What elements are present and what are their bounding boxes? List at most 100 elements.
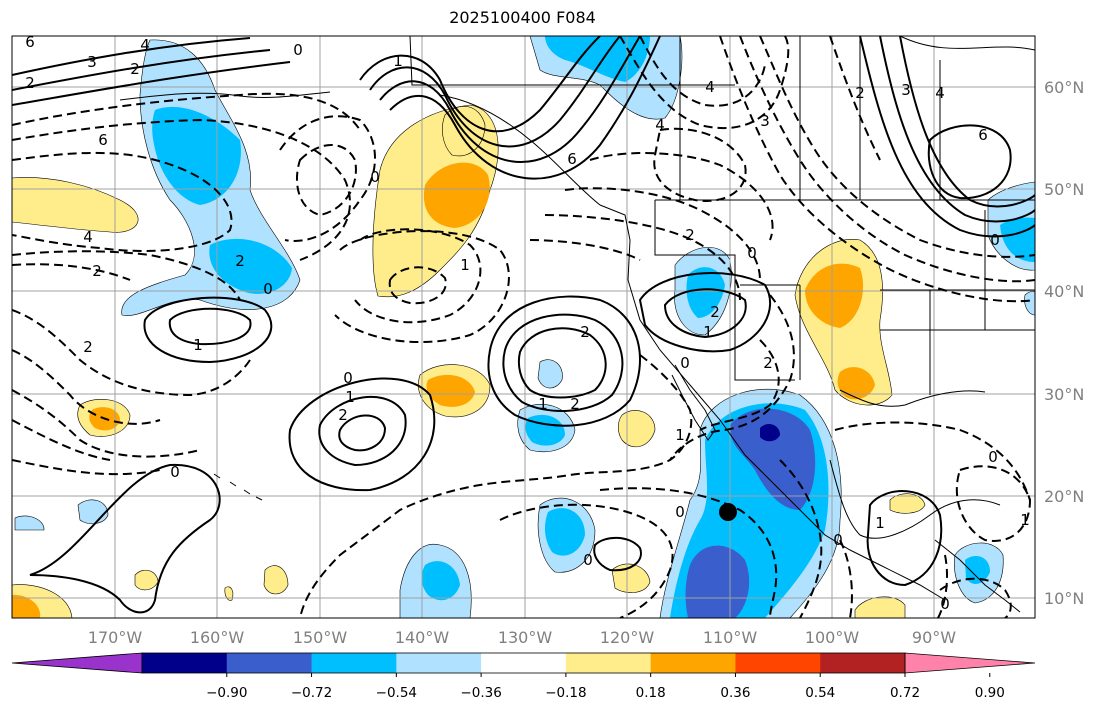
contour-label: 2 <box>92 262 102 280</box>
colorbar-segment <box>820 653 906 673</box>
contour-label: 0 <box>680 354 690 372</box>
longitude-axis: 170°W 160°W 150°W 140°W 130°W 120°W 110°… <box>88 628 956 647</box>
contour-label: 1 <box>1020 511 1030 529</box>
contour-label: 1 <box>875 514 885 532</box>
contour-label: 2 <box>235 252 245 270</box>
north-america-west-coast <box>599 204 946 601</box>
negative-anomaly-region <box>537 359 563 389</box>
contour-label: 2 <box>685 226 695 244</box>
contour-label: 1 <box>675 426 685 444</box>
contour-label: 3 <box>87 53 97 71</box>
contour-label: 2 <box>855 84 865 102</box>
contour-label: 2 <box>25 74 35 92</box>
negative-anomaly-extreme <box>760 424 780 442</box>
colorbar-outline <box>141 652 906 674</box>
contour-label: 1 <box>538 395 548 413</box>
negative-anomaly-region <box>14 515 45 531</box>
positive-anomaly-core <box>423 162 490 228</box>
colorbar-tick-label: −0.90 <box>206 685 247 701</box>
contour-label: 4 <box>83 228 93 246</box>
contour-label: 2 <box>580 323 590 341</box>
contour-label: 2 <box>763 354 773 372</box>
lon-label: 150°W <box>293 628 348 647</box>
lon-label: 140°W <box>395 628 450 647</box>
colorbar-segment <box>396 653 482 673</box>
lat-label: 50°N <box>1044 180 1084 199</box>
negative-anomaly-strong <box>685 545 750 618</box>
contour-label: 0 <box>940 595 950 613</box>
positive-contours <box>12 36 1035 614</box>
negative-anomaly-core <box>545 36 650 82</box>
contour-label: 2 <box>130 60 140 78</box>
colorbar-segment <box>311 653 397 673</box>
us-state-borders <box>654 199 1035 395</box>
positive-anomaly-core <box>837 367 875 400</box>
map-frame <box>11 35 1036 619</box>
colorbar-tick-label: −0.18 <box>545 685 586 701</box>
negative-anomaly-region <box>1024 291 1035 316</box>
positive-anomaly-region <box>224 586 234 601</box>
gridlines <box>12 36 1035 618</box>
colorbar-segment <box>142 653 228 673</box>
negative-anomaly-core <box>152 106 241 205</box>
colorbar-tick-label: 0.72 <box>890 685 920 701</box>
positive-anomaly-region <box>12 177 139 233</box>
contour-label: 0 <box>990 231 1000 249</box>
negative-contours <box>12 36 1035 618</box>
contour-label: 0 <box>343 369 353 387</box>
lon-label: 170°W <box>88 628 143 647</box>
contour-label: 1 <box>193 336 203 354</box>
colorbar-tick-label: −0.72 <box>291 685 332 701</box>
contour-label: 4 <box>140 36 150 54</box>
contour-label: 2 <box>710 303 720 321</box>
colorbar: −0.90 −0.72 −0.54 −0.36 −0.18 0.18 0.36 0.54 0.7… <box>11 652 1036 701</box>
colorbar-tick-label: −0.54 <box>376 685 417 701</box>
negative-anomaly-core <box>1000 217 1035 262</box>
positive-anomaly-core <box>426 374 475 407</box>
lon-label: 130°W <box>498 628 553 647</box>
filled-anomalies <box>12 36 1035 618</box>
contour-label: 0 <box>675 503 685 521</box>
contour-label: 0 <box>583 551 593 569</box>
positive-anomaly-core <box>12 594 41 618</box>
map-title: 2025100400 F084 <box>449 8 596 27</box>
lat-label: 20°N <box>1044 487 1084 506</box>
lon-label: 100°W <box>805 628 860 647</box>
positive-anomaly-region <box>263 565 289 595</box>
colorbar-segment <box>735 653 821 673</box>
lon-label: 120°W <box>600 628 655 647</box>
colorbar-segment <box>650 653 736 673</box>
colorbar-tick-label: 0.54 <box>805 685 835 701</box>
negative-anomaly-core <box>421 561 460 601</box>
contour-labels: 6 4 3 2 2 0 1 6 4 2 0 2 2 0 1 1 0 2 1 0 … <box>25 36 1030 613</box>
positive-anomaly-core <box>805 263 864 328</box>
lat-label: 10°N <box>1044 589 1084 608</box>
contour-label: 2 <box>83 338 93 356</box>
latitude-axis: 60°N 50°N 40°N 30°N 20°N 10°N <box>1044 78 1084 608</box>
lon-label: 110°W <box>703 628 758 647</box>
lat-label: 40°N <box>1044 282 1084 301</box>
negative-anomaly-core <box>686 267 725 318</box>
contour-label: 0 <box>988 448 998 466</box>
negative-anomaly-core <box>209 238 292 294</box>
colorbar-extend-high <box>904 652 1036 674</box>
negative-anomaly-core <box>544 508 585 556</box>
contour-label: 2 <box>338 406 348 424</box>
contour-label: 1 <box>393 52 403 70</box>
colorbar-tick-label: 0.90 <box>975 685 1005 701</box>
contour-label: 0 <box>170 463 180 481</box>
contour-label: 4 <box>705 78 715 96</box>
contour-label: 3 <box>760 112 770 130</box>
colorbar-tick-label: 0.18 <box>636 685 666 701</box>
lat-label: 60°N <box>1044 78 1084 97</box>
contour-label: 0 <box>747 244 757 262</box>
lon-label: 90°W <box>912 628 956 647</box>
contour-label: 6 <box>978 126 988 144</box>
contour-label: 4 <box>655 116 665 134</box>
contour-label: 0 <box>370 168 380 186</box>
lat-label: 30°N <box>1044 385 1084 404</box>
contour-label: 1 <box>703 323 713 341</box>
negative-anomaly-strong <box>729 408 816 510</box>
colorbar-segment <box>565 653 652 673</box>
